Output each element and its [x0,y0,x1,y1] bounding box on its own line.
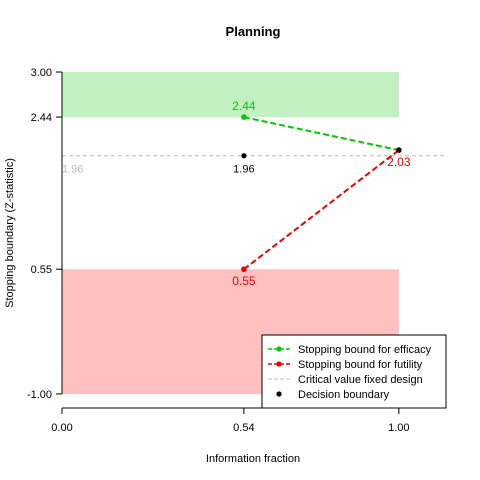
legend-entry-label: Stopping bound for futility [298,359,423,371]
legend-entry-label: Stopping bound for efficacy [298,344,432,356]
series-point [241,266,247,273]
critical-value-line-group: 1.96 [62,155,446,176]
decision-point [241,153,247,159]
legend-swatch-point [276,391,282,397]
x-tick-label: 1.00 [388,422,409,434]
critical-value-label: 1.96 [62,164,83,176]
decision-label: 1.96 [233,164,254,176]
y-tick-label: 3.00 [31,67,52,79]
legend: Stopping bound for efficacy Stopping boun… [261,334,447,409]
series-group [243,116,400,271]
y-tick-label: -1.00 [27,389,52,401]
chart-title: Planning [226,24,281,39]
data-label: 0.55 [232,274,256,288]
x-tick-label: 0.54 [233,422,254,434]
x-tick-label: 0.00 [51,422,72,434]
y-tick-label: 0.55 [31,264,52,276]
series-line-futility [243,149,400,271]
x-axis-title: Information fraction [206,453,300,465]
data-labels-group: 2.44 0.55 2.03 1.96 [232,99,411,288]
legend-box [261,334,447,409]
y-tick-label: 2.44 [31,112,52,124]
decision-point [396,147,402,153]
data-label: 2.44 [232,99,256,113]
legend-swatch-point [276,346,282,352]
data-label: 2.03 [387,155,411,169]
points-group [241,114,402,273]
series-point [241,114,247,120]
efficacy-region [62,72,399,118]
legend-swatch-point [276,361,282,367]
legend-entry-label: Critical value fixed design [298,374,423,386]
legend-entry-label: Decision boundary [298,389,390,401]
y-axis-title: Stopping boundary (Z-statistic) [4,158,16,308]
